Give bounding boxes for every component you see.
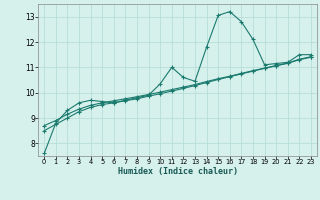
X-axis label: Humidex (Indice chaleur): Humidex (Indice chaleur) [118, 167, 238, 176]
